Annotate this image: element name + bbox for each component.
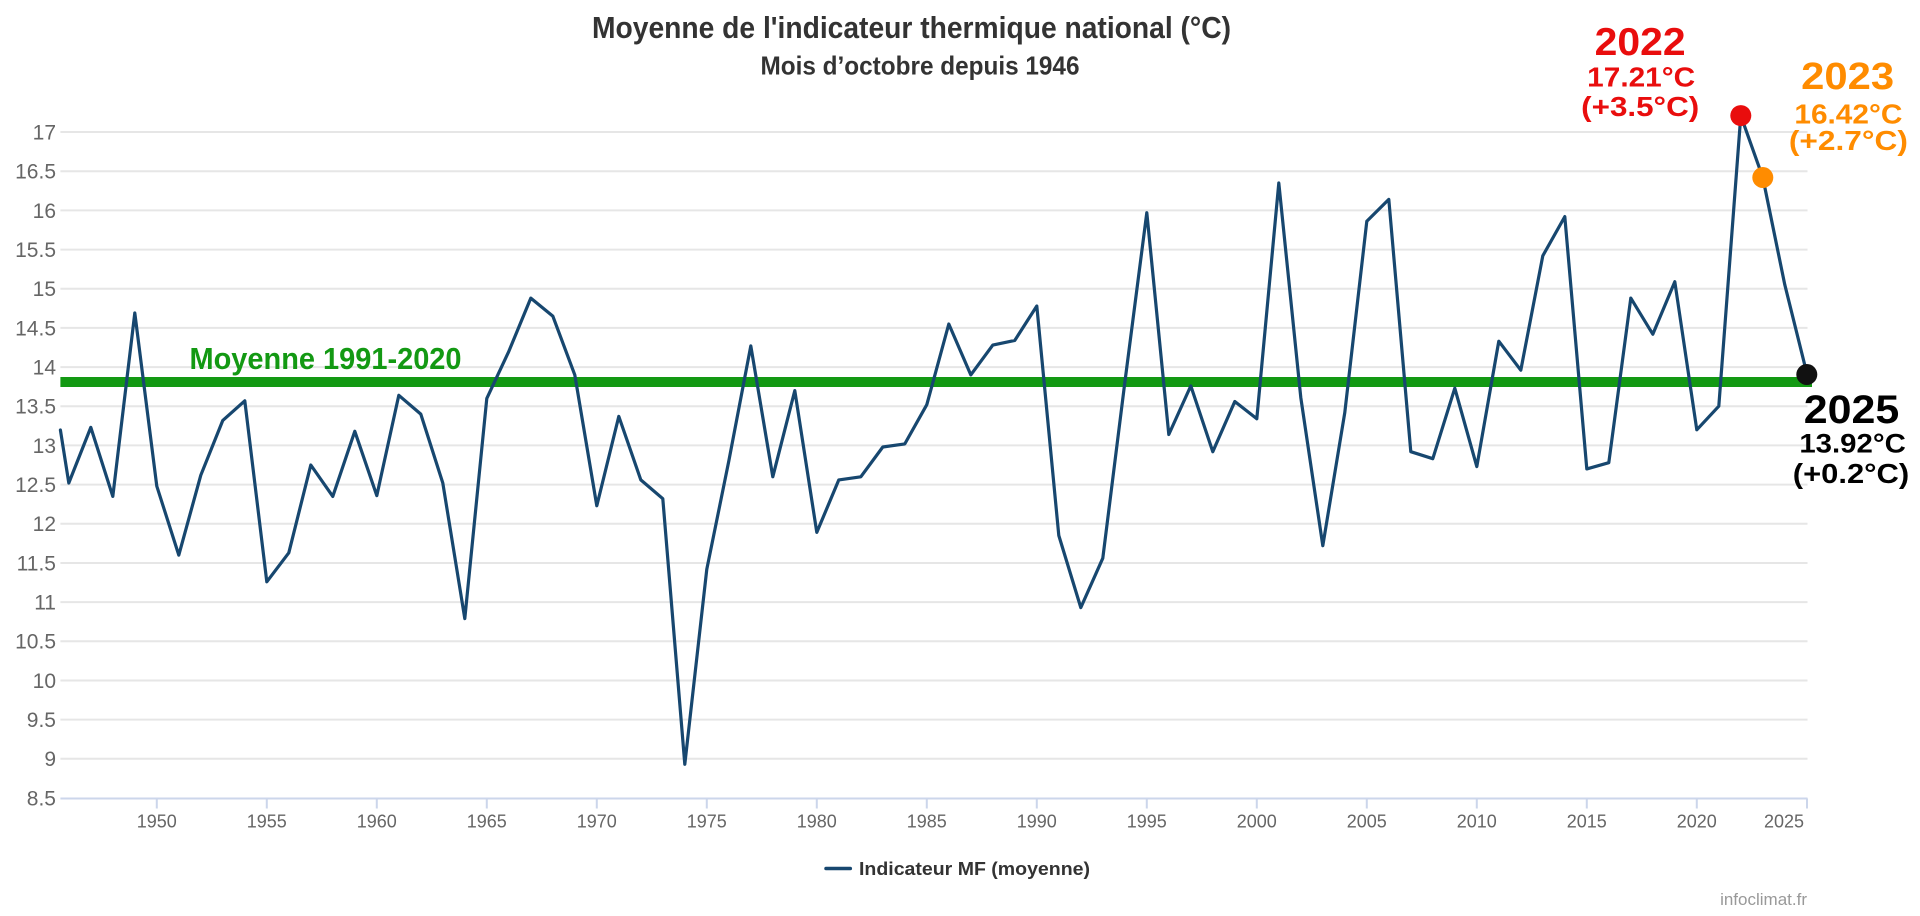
svg-text:2022: 2022 [1595, 21, 1686, 64]
svg-text:Mois d’octobre depuis 1946: Mois d’octobre depuis 1946 [761, 51, 1080, 81]
svg-text:14.5: 14.5 [15, 317, 56, 340]
svg-text:13.5: 13.5 [15, 396, 56, 419]
svg-text:14: 14 [33, 357, 57, 380]
svg-text:(+3.5°C): (+3.5°C) [1581, 91, 1699, 122]
svg-text:1970: 1970 [577, 812, 617, 832]
svg-text:17: 17 [33, 121, 56, 144]
svg-text:2010: 2010 [1457, 812, 1497, 832]
svg-text:12: 12 [33, 513, 56, 536]
svg-text:16.5: 16.5 [15, 161, 56, 184]
svg-text:2023: 2023 [1801, 56, 1894, 98]
svg-text:10.5: 10.5 [15, 631, 56, 654]
svg-text:2005: 2005 [1347, 812, 1387, 832]
svg-text:Indicateur MF (moyenne): Indicateur MF (moyenne) [859, 859, 1090, 879]
svg-text:1975: 1975 [687, 812, 727, 832]
svg-text:2020: 2020 [1677, 812, 1717, 832]
svg-text:1995: 1995 [1127, 812, 1167, 832]
svg-text:(+0.2°C): (+0.2°C) [1793, 458, 1909, 489]
svg-text:9: 9 [44, 748, 56, 771]
svg-text:15: 15 [33, 278, 56, 301]
svg-text:2015: 2015 [1567, 812, 1607, 832]
svg-text:15.5: 15.5 [15, 239, 56, 262]
svg-text:(+2.7°C): (+2.7°C) [1789, 125, 1908, 156]
svg-text:2025: 2025 [1804, 388, 1900, 432]
svg-text:16.42°C: 16.42°C [1794, 99, 1902, 130]
svg-text:11.5: 11.5 [17, 552, 56, 575]
svg-text:Moyenne 1991-2020: Moyenne 1991-2020 [190, 341, 462, 376]
svg-text:Moyenne de l'indicateur thermi: Moyenne de l'indicateur thermique nation… [592, 10, 1231, 45]
svg-text:11: 11 [34, 592, 56, 615]
svg-text:2025: 2025 [1764, 812, 1804, 832]
svg-text:1980: 1980 [797, 812, 837, 832]
svg-text:1985: 1985 [907, 812, 947, 832]
svg-text:infoclimat.fr: infoclimat.fr [1720, 890, 1807, 909]
svg-text:13: 13 [33, 435, 56, 458]
svg-text:9.5: 9.5 [27, 709, 56, 732]
svg-text:1960: 1960 [357, 812, 397, 832]
svg-text:12.5: 12.5 [15, 474, 56, 497]
svg-text:1990: 1990 [1017, 812, 1057, 832]
svg-text:1965: 1965 [467, 812, 507, 832]
svg-text:1950: 1950 [137, 812, 177, 832]
svg-text:2000: 2000 [1237, 812, 1277, 832]
svg-text:10: 10 [33, 670, 56, 693]
svg-text:16: 16 [33, 200, 56, 223]
svg-text:1955: 1955 [247, 812, 287, 832]
svg-text:8.5: 8.5 [27, 787, 56, 810]
svg-text:17.21°C: 17.21°C [1587, 61, 1695, 92]
svg-text:13.92°C: 13.92°C [1799, 429, 1906, 459]
